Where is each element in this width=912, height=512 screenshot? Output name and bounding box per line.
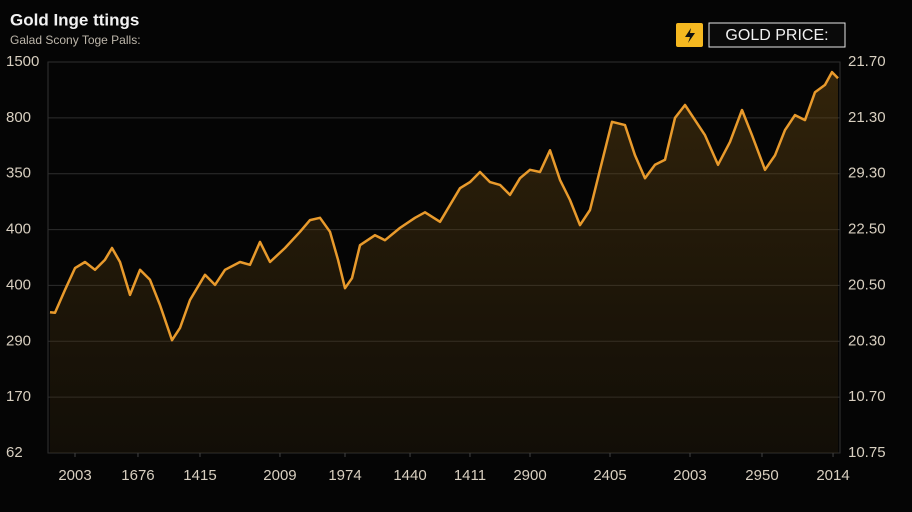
y-tick-label: 350: [6, 165, 31, 182]
y-tick-label: 800: [6, 109, 31, 126]
x-tick-label: 2014: [816, 467, 849, 484]
y2-tick-label: 20.30: [848, 332, 886, 349]
line: [49, 70, 839, 342]
y-tick-label: 400: [6, 221, 31, 238]
legend-icon-bolt: [685, 28, 695, 43]
y-tick-label: 62: [6, 444, 23, 461]
x-tick-label: 2009: [263, 467, 296, 484]
legend: GOLD PRICE:: [676, 22, 846, 48]
y-tick-label: 290: [6, 332, 31, 349]
y2-tick-label: 20.50: [848, 276, 886, 293]
x-tick-label: 1676: [121, 467, 154, 484]
x-tick-label: 2900: [513, 467, 546, 484]
x-tick-label: 2405: [593, 467, 626, 484]
legend-box: [708, 22, 846, 48]
area: [49, 72, 839, 453]
y2-tick-label: 29.30: [848, 165, 886, 182]
x-tick-label: 1411: [454, 467, 486, 484]
y2-tick-label: 22.50: [848, 221, 886, 238]
y2-tick-label: 21.70: [848, 53, 886, 70]
legend-label: GOLD PRICE:: [725, 27, 828, 44]
chart-subtitle: Galad Scony Toge Palls:: [10, 33, 141, 47]
y2-tick-label: 10.70: [848, 388, 886, 405]
x-tick-label: 1415: [183, 467, 216, 484]
y2-tick-label: 21.30: [848, 109, 886, 126]
y-tick-label: 1500: [6, 53, 39, 70]
x-tick-label: 2003: [673, 467, 706, 484]
x-tick-label: 2950: [745, 467, 778, 484]
x-tick-label: 1974: [328, 467, 361, 484]
chart-title: Gold Inge ttings: [10, 10, 139, 29]
y-tick-label: 170: [6, 388, 31, 405]
y2-tick-label: 10.75: [848, 444, 886, 461]
x-tick-label: 1440: [393, 467, 426, 484]
x-tick-label: 2003: [58, 467, 91, 484]
y-tick-label: 400: [6, 276, 31, 293]
